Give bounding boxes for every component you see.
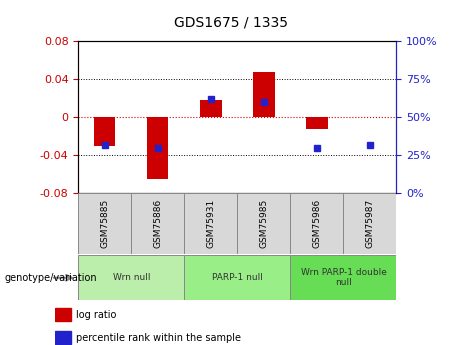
Text: log ratio: log ratio (76, 310, 116, 320)
Text: GDS1675 / 1335: GDS1675 / 1335 (173, 16, 288, 30)
Text: percentile rank within the sample: percentile rank within the sample (76, 333, 241, 343)
Text: PARP-1 null: PARP-1 null (212, 273, 263, 282)
Text: Wrn null: Wrn null (112, 273, 150, 282)
Bar (131, 193, 184, 254)
Bar (78, 193, 131, 254)
Text: GSM75886: GSM75886 (154, 199, 162, 248)
Bar (78, 255, 184, 300)
Text: GSM75987: GSM75987 (366, 199, 374, 248)
Bar (290, 193, 343, 254)
Text: Wrn PARP-1 double
null: Wrn PARP-1 double null (301, 268, 386, 287)
Bar (237, 193, 290, 254)
Bar (306, 117, 327, 129)
Text: GSM75986: GSM75986 (313, 199, 321, 248)
Bar (343, 193, 396, 254)
Text: genotype/variation: genotype/variation (5, 273, 97, 283)
Bar (200, 100, 221, 117)
Text: GSM75885: GSM75885 (100, 199, 109, 248)
Bar (55, 331, 71, 344)
Bar (184, 193, 237, 254)
Bar (148, 117, 169, 179)
Bar (184, 255, 290, 300)
Bar (290, 255, 396, 300)
Bar (95, 117, 115, 146)
Text: GSM75931: GSM75931 (207, 199, 215, 248)
Bar (253, 72, 274, 117)
Text: GSM75985: GSM75985 (260, 199, 268, 248)
Bar (55, 308, 71, 322)
